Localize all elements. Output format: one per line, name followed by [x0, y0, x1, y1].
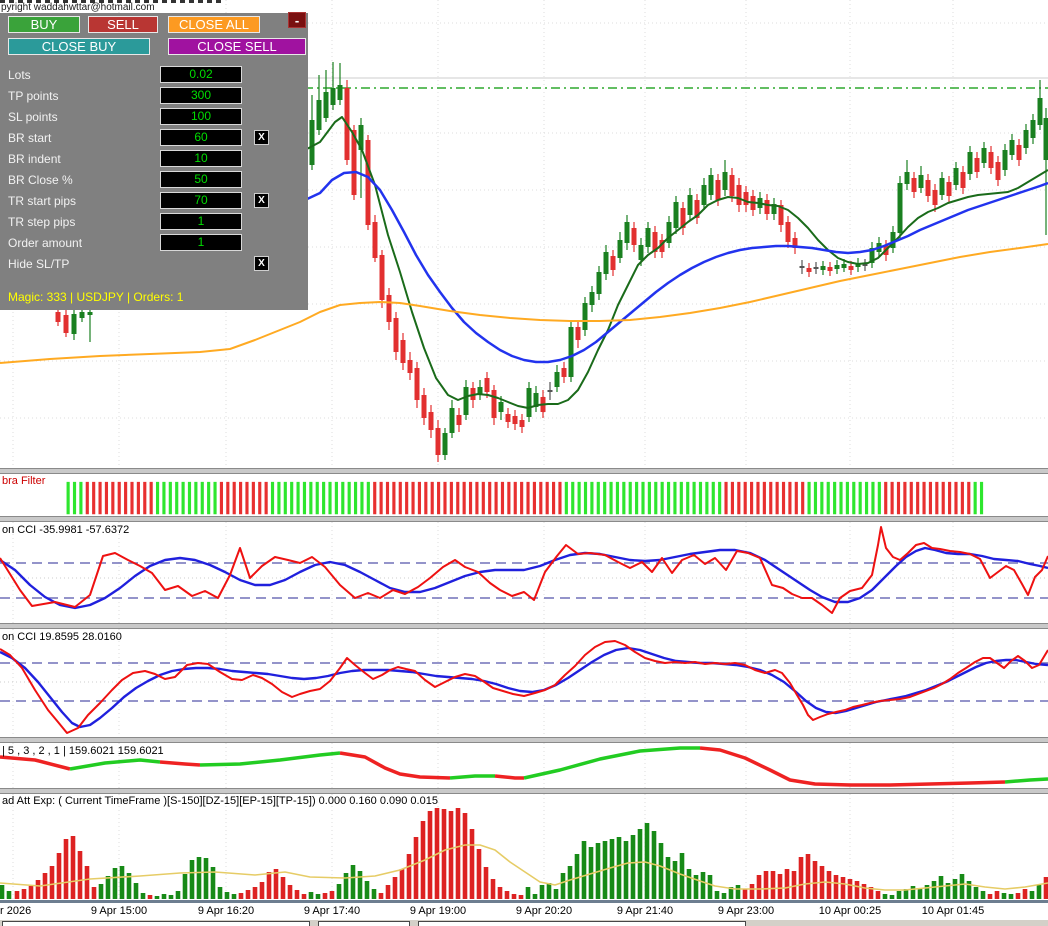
br-start-checkbox[interactable]: X: [254, 130, 269, 145]
waddah-chart[interactable]: [0, 794, 1048, 902]
sell-button[interactable]: SELL: [88, 16, 158, 33]
status-line: Magic: 333 | USDJPY | Orders: 1: [8, 290, 184, 304]
clipped-text-fragment: [0, 0, 225, 3]
field-row-sl: SL points 100: [0, 108, 308, 128]
waddah-window: ad Att Exp: ( Current TimeFrame )[S-150]…: [0, 794, 1048, 902]
order-amount-input[interactable]: 1: [160, 234, 242, 251]
cobra-filter-chart[interactable]: [0, 474, 1048, 516]
window-separator[interactable]: [0, 468, 1048, 474]
close-all-button[interactable]: CLOSE ALL: [168, 16, 260, 33]
lots-input[interactable]: 0.02: [160, 66, 242, 83]
tr-step-input[interactable]: 1: [160, 213, 242, 230]
time-label: 9 Apr 15:00: [90, 905, 148, 917]
bottom-tab[interactable]: [418, 921, 746, 926]
tr-start-input[interactable]: 70: [160, 192, 242, 209]
field-row-tp: TP points 300: [0, 87, 308, 107]
field-row-br-indent: BR indent 10: [0, 150, 308, 170]
time-label: 9 Apr 23:00: [717, 905, 775, 917]
field-row-br-start: BR start 60 X: [0, 129, 308, 149]
field-label: TR start pips: [8, 194, 77, 208]
field-label: BR Close %: [8, 173, 73, 187]
field-row-order-amount: Order amount 1: [0, 234, 308, 254]
cobra-filter-window: bra Filter: [0, 474, 1048, 516]
br-close-input[interactable]: 50: [160, 171, 242, 188]
time-label: r 2026: [0, 905, 32, 917]
br-indent-input[interactable]: 10: [160, 150, 242, 167]
field-label: TP points: [8, 89, 59, 103]
time-axis[interactable]: r 2026 9 Apr 15:00 9 Apr 16:20 9 Apr 17:…: [0, 903, 1048, 920]
time-label: 9 Apr 21:40: [616, 905, 674, 917]
field-label: Hide SL/TP: [8, 257, 70, 271]
field-row-lots: Lots 0.02: [0, 66, 308, 86]
sl-points-input[interactable]: 100: [160, 108, 242, 125]
field-label: SL points: [8, 110, 58, 124]
time-label: 10 Apr 01:45: [921, 905, 985, 917]
field-label: BR indent: [8, 152, 61, 166]
time-label: 9 Apr 17:40: [303, 905, 361, 917]
close-buy-button[interactable]: CLOSE BUY: [8, 38, 150, 55]
field-row-tr-step: TR step pips 1: [0, 213, 308, 233]
window-separator[interactable]: [0, 516, 1048, 522]
field-label: Lots: [8, 68, 31, 82]
indicator-label: bra Filter: [2, 475, 46, 487]
window-separator[interactable]: [0, 737, 1048, 743]
field-label: Order amount: [8, 236, 83, 250]
indicator-label: | 5 , 3 , 2 , 1 | 159.6021 159.6021: [2, 745, 164, 757]
indicator-label: on CCI -35.9981 -57.6372: [2, 524, 130, 536]
window-separator[interactable]: [0, 788, 1048, 794]
copyright-text: pyright waddahwttar@hotmail.com: [1, 2, 155, 13]
bottom-tab[interactable]: [318, 921, 410, 926]
cci1-window: on CCI -35.9981 -57.6372: [0, 522, 1048, 623]
close-sell-button[interactable]: CLOSE SELL: [168, 38, 306, 55]
time-label: 9 Apr 19:00: [409, 905, 467, 917]
bottom-tab[interactable]: [2, 921, 310, 926]
bottom-tab-strip: [0, 920, 1048, 926]
hide-sltp-checkbox[interactable]: X: [254, 256, 269, 271]
ssl-chart[interactable]: [0, 743, 1048, 788]
buy-button[interactable]: BUY: [8, 16, 80, 33]
window-separator[interactable]: [0, 623, 1048, 629]
minimize-button[interactable]: -: [288, 12, 306, 28]
minus-icon: -: [294, 12, 300, 28]
field-row-tr-start: TR start pips 70 X: [0, 192, 308, 212]
cci2-window: on CCI 19.8595 28.0160: [0, 629, 1048, 737]
time-label: 9 Apr 16:20: [197, 905, 255, 917]
field-label: BR start: [8, 131, 52, 145]
indicator-label: on CCI 19.8595 28.0160: [2, 631, 122, 643]
field-row-br-close: BR Close % 50: [0, 171, 308, 191]
tr-start-checkbox[interactable]: X: [254, 193, 269, 208]
tp-points-input[interactable]: 300: [160, 87, 242, 104]
cci2-chart[interactable]: [0, 629, 1048, 737]
br-start-input[interactable]: 60: [160, 129, 242, 146]
time-label: 9 Apr 20:20: [515, 905, 573, 917]
indicator-label: ad Att Exp: ( Current TimeFrame )[S-150]…: [2, 795, 438, 807]
field-label: TR step pips: [8, 215, 76, 229]
ssl-window: | 5 , 3 , 2 , 1 | 159.6021 159.6021: [0, 743, 1048, 788]
window-bottom-border: [0, 900, 1048, 903]
field-row-hide-sltp: Hide SL/TP X: [0, 255, 308, 275]
cci1-chart[interactable]: [0, 522, 1048, 623]
ea-control-panel: BUY SELL CLOSE ALL - CLOSE BUY CLOSE SEL…: [0, 12, 308, 310]
time-label: 10 Apr 00:25: [818, 905, 882, 917]
